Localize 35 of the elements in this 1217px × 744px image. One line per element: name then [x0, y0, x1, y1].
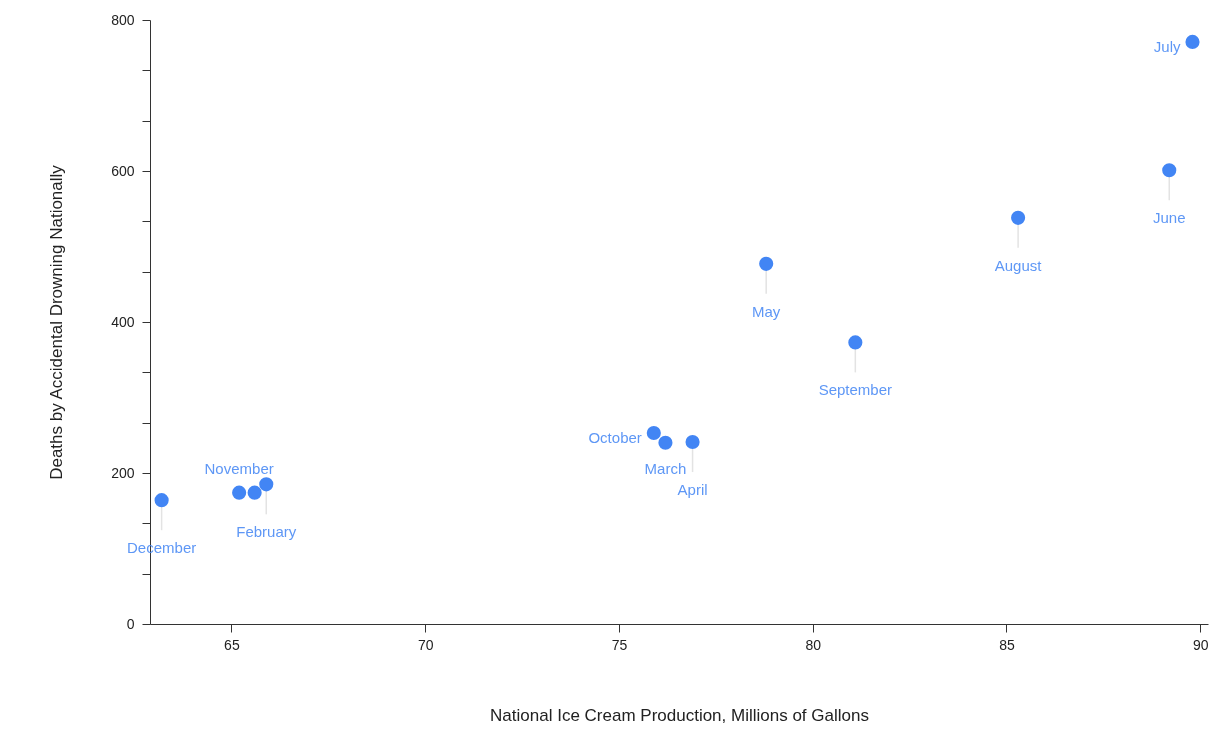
- y-tick-label: 400: [111, 313, 135, 330]
- point: [848, 335, 863, 350]
- x-tick-label: 80: [805, 636, 822, 653]
- point: [658, 435, 673, 450]
- point: [154, 493, 169, 508]
- point: [646, 425, 661, 441]
- data-label: June: [1152, 209, 1186, 227]
- data-label: March: [644, 459, 687, 477]
- data-label: November: [204, 459, 274, 477]
- point: [259, 477, 274, 492]
- x-tick-label: 75: [611, 636, 628, 653]
- y-axis-title: Deaths by Accidental Drowning Nationally: [47, 164, 67, 480]
- point: [1011, 210, 1026, 225]
- point: [1185, 34, 1200, 49]
- data-label: September: [818, 381, 893, 399]
- point: [685, 434, 700, 450]
- data-label: February: [236, 523, 297, 541]
- data-label: April: [677, 481, 708, 499]
- y-tick-label: 200: [111, 464, 135, 481]
- data-label: July: [1153, 37, 1181, 55]
- y-tick-label: 800: [111, 11, 135, 28]
- point: [759, 256, 774, 271]
- point: [232, 485, 247, 500]
- data-label: May: [752, 302, 781, 320]
- x-tick-label: 70: [417, 636, 434, 653]
- x-axis-title: National Ice Cream Production, Millions of Gallons: [490, 705, 869, 725]
- data-label: October: [588, 428, 642, 446]
- point: [247, 485, 262, 500]
- x-tick-label: 85: [999, 636, 1015, 653]
- point: [1162, 163, 1177, 178]
- data-label: August: [994, 256, 1043, 274]
- x-tick-label: 90: [1192, 636, 1209, 653]
- y-tick-label: 0: [126, 615, 135, 632]
- x-tick-label: 65: [224, 636, 240, 653]
- y-tick-label: 600: [111, 162, 135, 179]
